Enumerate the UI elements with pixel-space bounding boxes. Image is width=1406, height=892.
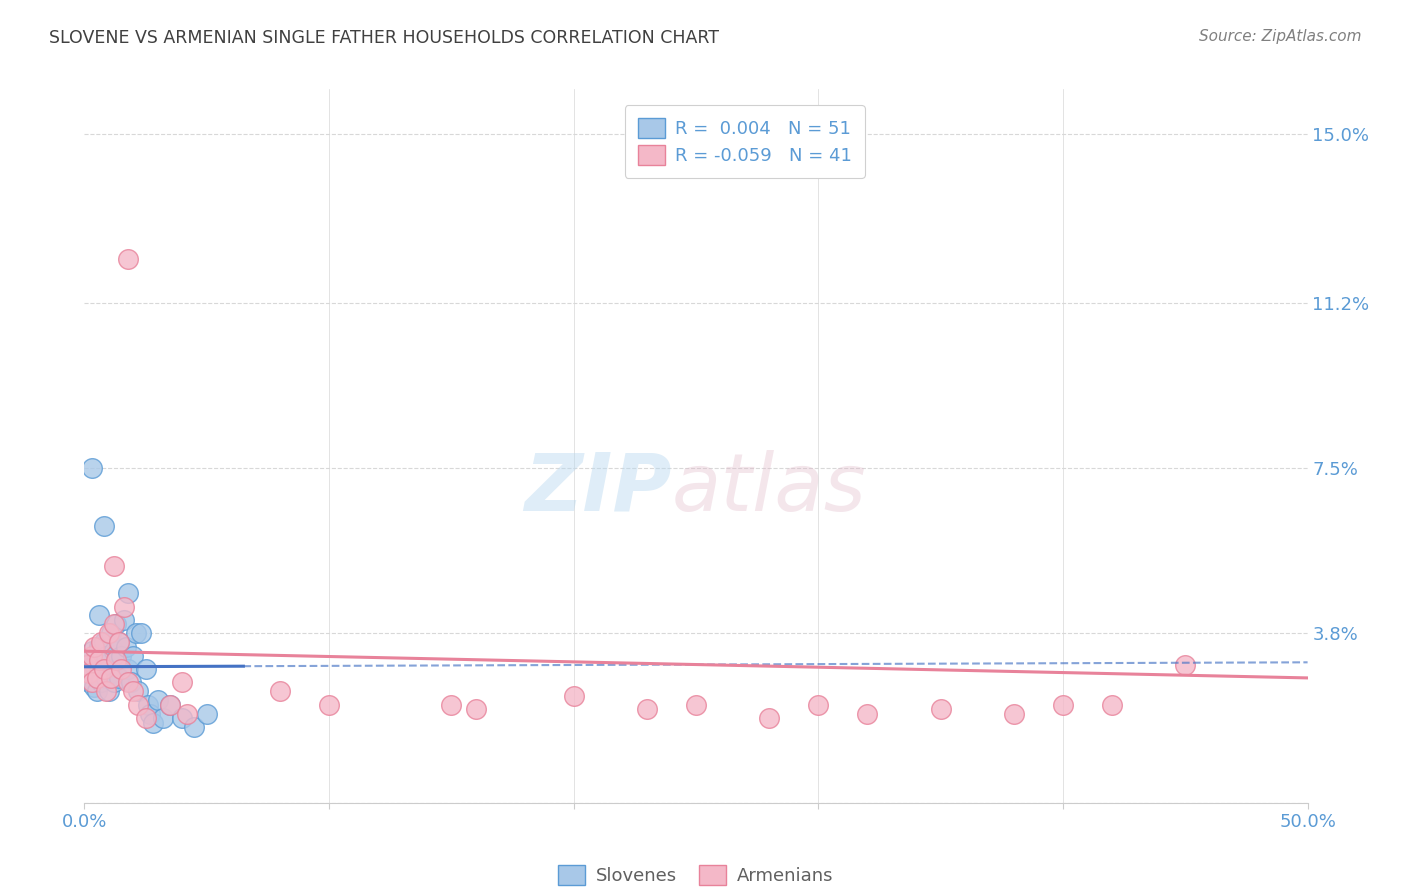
Point (90, 653, 112, 667)
Point (80, 675, 103, 690)
Point (139, 706, 162, 721)
Point (856, 706, 879, 721)
Legend: Slovenes, Armenians: Slovenes, Armenians (547, 855, 845, 892)
Point (117, 252, 139, 266)
Point (110, 648, 132, 663)
Point (636, 702, 658, 716)
Point (127, 698, 149, 712)
Point (269, 684, 291, 698)
Point (127, 684, 149, 698)
Point (105, 653, 128, 667)
Point (76, 662, 98, 676)
Point (112, 599, 135, 614)
Point (87, 640, 110, 654)
Point (77, 653, 100, 667)
Point (464, 702, 486, 716)
Point (159, 698, 181, 712)
Text: SLOVENE VS ARMENIAN SINGLE FATHER HOUSEHOLDS CORRELATION CHART: SLOVENE VS ARMENIAN SINGLE FATHER HOUSEH… (49, 29, 720, 46)
Point (176, 706, 198, 721)
Point (172, 675, 194, 690)
Point (107, 671, 129, 685)
Point (105, 617, 128, 632)
Point (107, 635, 129, 649)
Point (100, 671, 122, 685)
Point (103, 675, 125, 690)
Point (90, 635, 112, 649)
Point (83, 640, 105, 654)
Point (105, 653, 128, 667)
Point (97, 684, 120, 698)
Point (1002, 706, 1025, 721)
Point (96, 671, 118, 685)
Point (97, 626, 120, 640)
Point (76, 657, 98, 672)
Point (87, 653, 110, 667)
Point (112, 613, 135, 627)
Point (86, 684, 108, 698)
Text: Source: ZipAtlas.com: Source: ZipAtlas.com (1198, 29, 1361, 44)
Point (183, 720, 205, 734)
Point (87, 608, 110, 623)
Point (87, 662, 110, 676)
Point (929, 702, 952, 716)
Point (117, 586, 139, 600)
Point (440, 698, 463, 712)
Point (1174, 657, 1197, 672)
Point (136, 698, 159, 712)
Point (77, 666, 100, 681)
Point (110, 662, 132, 676)
Point (90, 675, 112, 690)
Point (103, 617, 125, 632)
Point (93, 662, 115, 676)
Point (83, 680, 105, 694)
Point (152, 711, 174, 725)
Point (77, 675, 100, 690)
Point (758, 711, 780, 725)
Point (318, 698, 340, 712)
Point (146, 693, 169, 707)
Point (93, 657, 115, 672)
Point (122, 684, 145, 698)
Point (122, 648, 145, 663)
Point (142, 715, 165, 730)
Point (103, 559, 125, 574)
Point (1052, 698, 1074, 712)
Point (120, 675, 142, 690)
Point (135, 711, 157, 725)
Point (117, 675, 139, 690)
Point (96, 684, 118, 698)
Point (97, 662, 120, 676)
Point (93, 519, 115, 533)
Point (80, 666, 103, 681)
Point (76, 671, 98, 685)
Point (96, 648, 118, 663)
Point (125, 626, 148, 640)
Text: ZIP: ZIP (524, 450, 672, 528)
Point (93, 635, 115, 649)
Point (562, 689, 585, 703)
Point (80, 644, 103, 658)
Point (1101, 698, 1123, 712)
Point (103, 644, 125, 658)
Point (83, 657, 105, 672)
Point (107, 635, 129, 649)
Point (115, 640, 138, 654)
Point (80, 648, 103, 663)
Point (117, 662, 139, 676)
Point (172, 711, 194, 725)
Point (86, 648, 108, 663)
Point (80, 461, 103, 475)
Text: atlas: atlas (672, 450, 866, 528)
Point (129, 626, 152, 640)
Point (100, 626, 122, 640)
Point (135, 662, 157, 676)
Point (159, 698, 181, 712)
Point (807, 698, 830, 712)
Point (100, 666, 122, 681)
Point (685, 698, 707, 712)
Point (195, 706, 218, 721)
Point (86, 671, 108, 685)
